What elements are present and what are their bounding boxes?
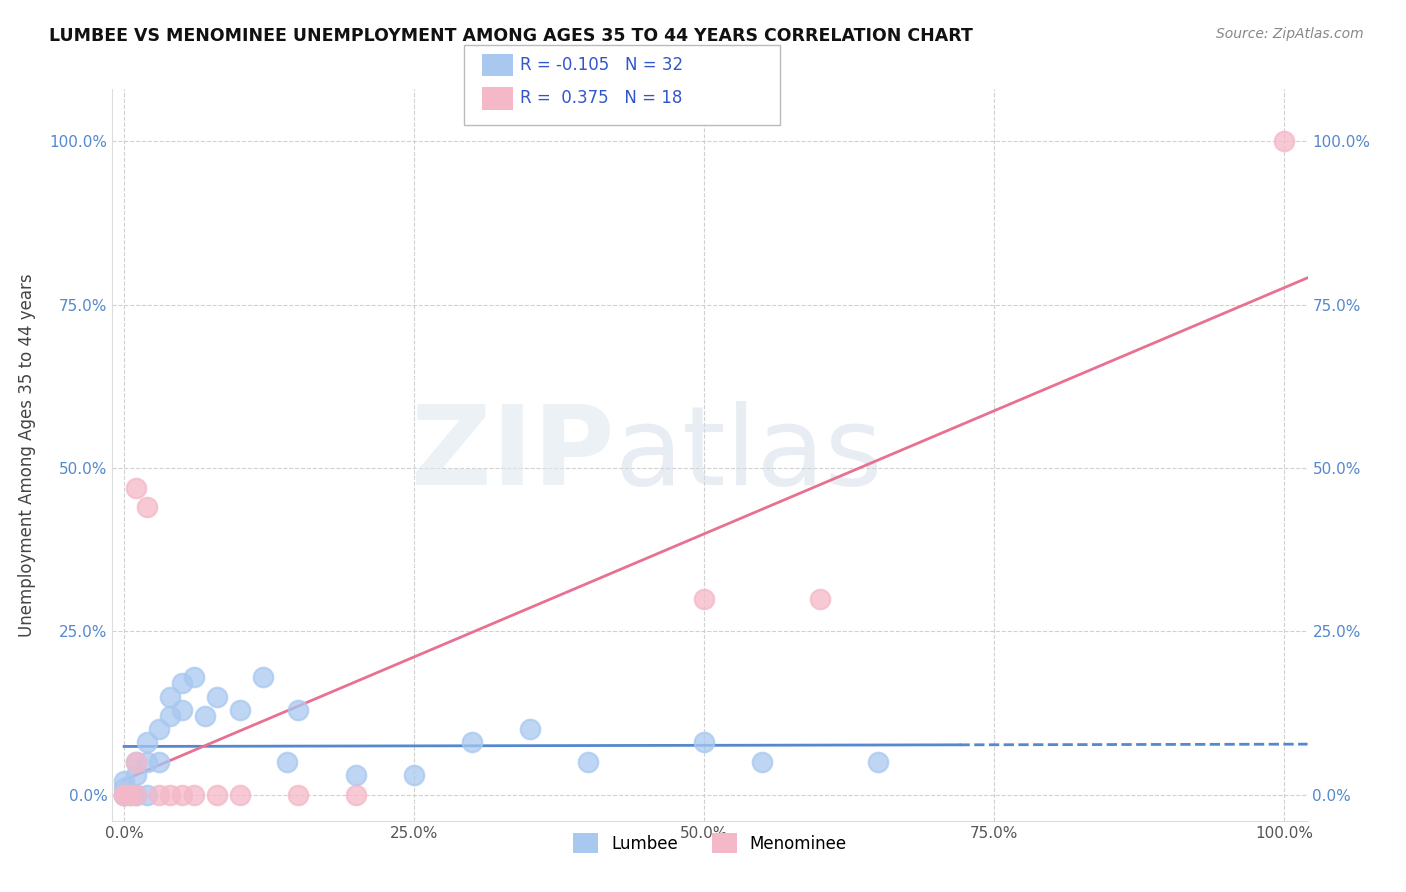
Point — [118, 788, 141, 802]
Text: R =  0.375   N = 18: R = 0.375 N = 18 — [520, 89, 682, 107]
Point — [118, 788, 141, 802]
Point — [112, 774, 135, 789]
Point — [205, 690, 228, 704]
Point — [808, 591, 831, 606]
Point — [183, 788, 205, 802]
Point — [404, 768, 426, 782]
Point — [136, 500, 159, 515]
Point — [183, 670, 205, 684]
Point — [159, 709, 181, 723]
Point — [136, 735, 159, 749]
Point — [148, 755, 170, 769]
Text: R = -0.105   N = 32: R = -0.105 N = 32 — [520, 56, 683, 74]
Point — [125, 788, 148, 802]
Point — [112, 788, 135, 802]
Point — [125, 768, 148, 782]
Point — [276, 755, 298, 769]
Point — [693, 591, 716, 606]
Point — [519, 723, 541, 737]
Text: atlas: atlas — [614, 401, 883, 508]
Legend: Lumbee, Menominee: Lumbee, Menominee — [567, 826, 853, 860]
Point — [112, 788, 135, 802]
Point — [194, 709, 217, 723]
Y-axis label: Unemployment Among Ages 35 to 44 years: Unemployment Among Ages 35 to 44 years — [18, 273, 35, 637]
Point — [693, 735, 716, 749]
Point — [125, 481, 148, 495]
Point — [205, 788, 228, 802]
Point — [172, 703, 194, 717]
Point — [136, 755, 159, 769]
Text: Source: ZipAtlas.com: Source: ZipAtlas.com — [1216, 27, 1364, 41]
Point — [172, 788, 194, 802]
Point — [148, 723, 170, 737]
Point — [252, 670, 274, 684]
Point — [125, 788, 148, 802]
Point — [112, 788, 135, 802]
Text: ZIP: ZIP — [411, 401, 614, 508]
Point — [868, 755, 890, 769]
Point — [112, 788, 135, 802]
Point — [136, 788, 159, 802]
Point — [344, 788, 367, 802]
Point — [461, 735, 484, 749]
Point — [125, 755, 148, 769]
Point — [172, 676, 194, 690]
Point — [287, 703, 309, 717]
Point — [229, 788, 252, 802]
Point — [125, 755, 148, 769]
Text: LUMBEE VS MENOMINEE UNEMPLOYMENT AMONG AGES 35 TO 44 YEARS CORRELATION CHART: LUMBEE VS MENOMINEE UNEMPLOYMENT AMONG A… — [49, 27, 973, 45]
Point — [112, 780, 135, 795]
Point — [344, 768, 367, 782]
Point — [287, 788, 309, 802]
Point — [159, 788, 181, 802]
Point — [576, 755, 599, 769]
Point — [229, 703, 252, 717]
Point — [751, 755, 773, 769]
Point — [159, 690, 181, 704]
Point — [1272, 135, 1295, 149]
Point — [148, 788, 170, 802]
